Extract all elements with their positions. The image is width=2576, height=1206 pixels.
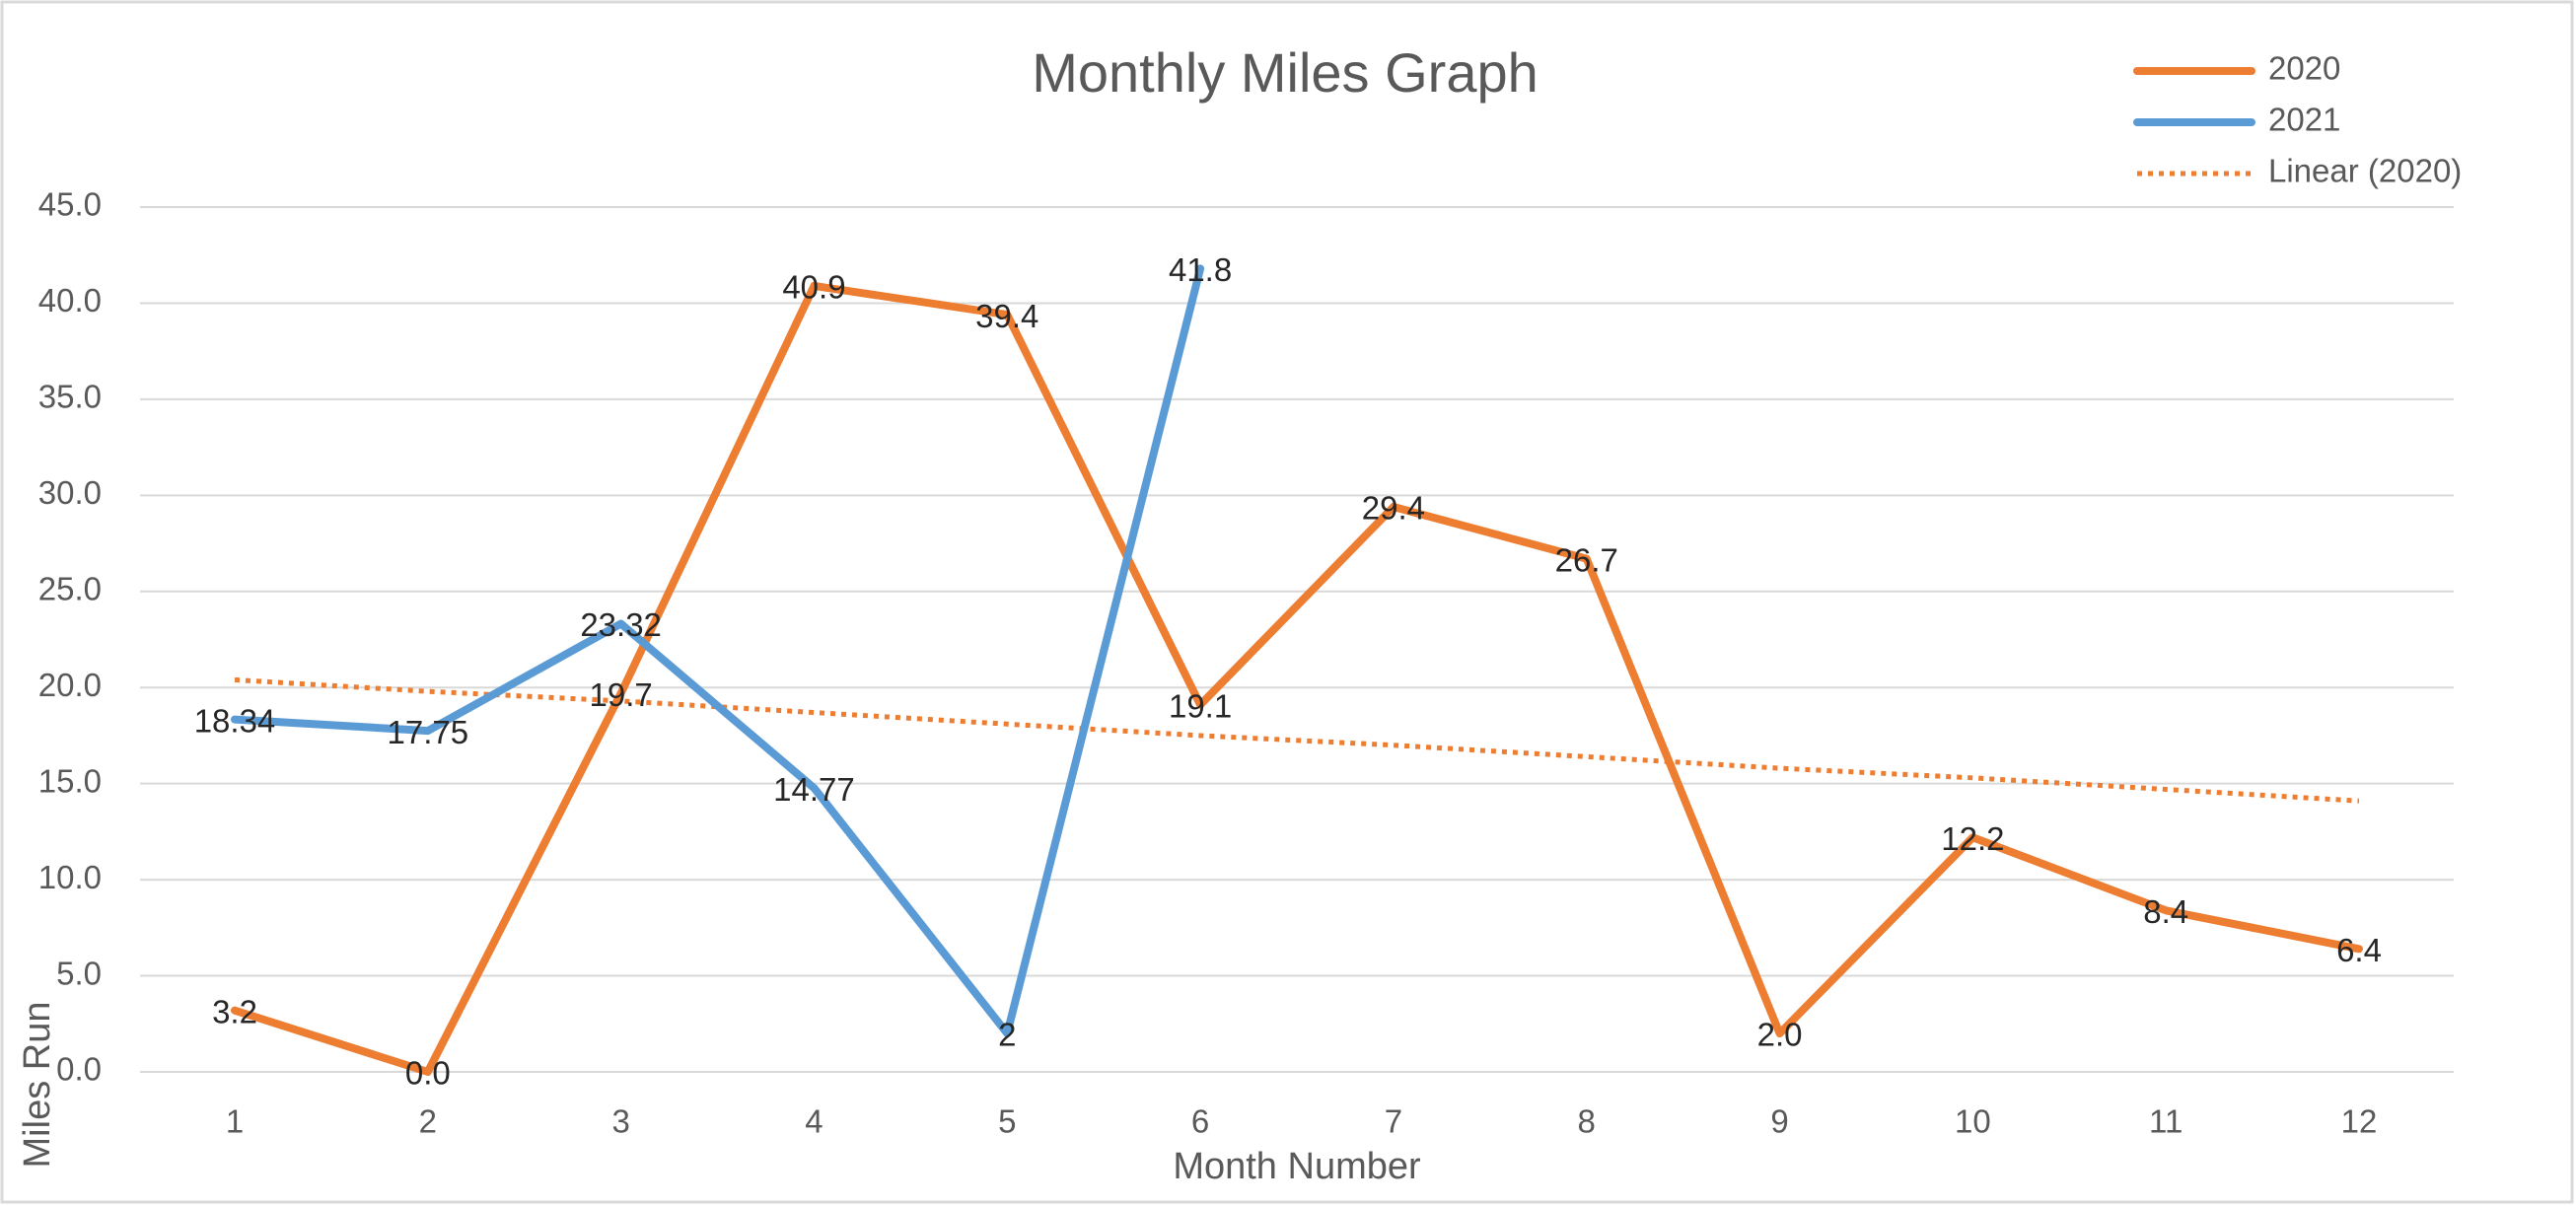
x-tick-label: 6 xyxy=(1191,1103,1209,1140)
data-label: 19.1 xyxy=(1169,687,1232,724)
x-tick-label: 3 xyxy=(611,1103,629,1140)
data-label: 6.4 xyxy=(2336,932,2382,968)
y-tick-label: 0.0 xyxy=(56,1051,102,1088)
x-tick-label: 11 xyxy=(2149,1103,2182,1140)
data-label: 0.0 xyxy=(405,1055,451,1092)
series-line xyxy=(231,264,1205,1038)
chart-title: Monthly Miles Graph xyxy=(1032,41,1538,104)
data-label: 26.7 xyxy=(1555,541,1618,578)
data-label: 3.2 xyxy=(212,993,257,1029)
x-tick-label: 9 xyxy=(1770,1103,1788,1140)
y-tick-label: 20.0 xyxy=(38,667,102,703)
x-axis-title: Month Number xyxy=(1173,1146,1421,1187)
data-label: 40.9 xyxy=(782,269,845,306)
data-label: 17.75 xyxy=(388,714,469,750)
y-tick-label: 10.0 xyxy=(38,859,102,895)
y-tick-label: 35.0 xyxy=(38,379,102,415)
series-line xyxy=(231,281,2363,1076)
data-label: 19.7 xyxy=(590,676,653,713)
data-label: 39.4 xyxy=(975,298,1038,334)
x-tick-label: 4 xyxy=(805,1103,823,1140)
y-tick-label: 5.0 xyxy=(56,955,102,991)
x-tick-label: 1 xyxy=(226,1103,244,1140)
legend-label: Linear (2020) xyxy=(2268,153,2462,189)
y-tick-label: 40.0 xyxy=(38,282,102,319)
x-tick-label: 2 xyxy=(419,1103,437,1140)
y-axis-title: Miles Run xyxy=(17,1002,58,1169)
x-tick-label: 7 xyxy=(1385,1103,1402,1140)
data-label: 23.32 xyxy=(580,606,662,643)
x-tick-label: 10 xyxy=(1955,1103,1991,1140)
data-label: 14.77 xyxy=(773,771,855,808)
y-tick-label: 30.0 xyxy=(38,474,102,511)
y-tick-label: 15.0 xyxy=(38,762,102,799)
legend-label: 2020 xyxy=(2268,50,2340,87)
y-tick-label: 45.0 xyxy=(38,186,102,223)
data-label: 2.0 xyxy=(1757,1017,1803,1053)
data-label: 12.2 xyxy=(1941,820,2004,857)
x-tick-label: 12 xyxy=(2341,1103,2378,1140)
data-label: 29.4 xyxy=(1362,490,1425,527)
legend-label: 2021 xyxy=(2268,102,2340,138)
data-label: 18.34 xyxy=(194,702,276,739)
trend-line xyxy=(234,676,2360,804)
x-tick-label: 5 xyxy=(998,1103,1016,1140)
data-label: 8.4 xyxy=(2143,893,2188,930)
data-label: 2 xyxy=(998,1017,1016,1053)
y-tick-label: 25.0 xyxy=(38,570,102,606)
x-tick-label: 8 xyxy=(1578,1103,1596,1140)
data-label: 41.8 xyxy=(1169,251,1232,288)
